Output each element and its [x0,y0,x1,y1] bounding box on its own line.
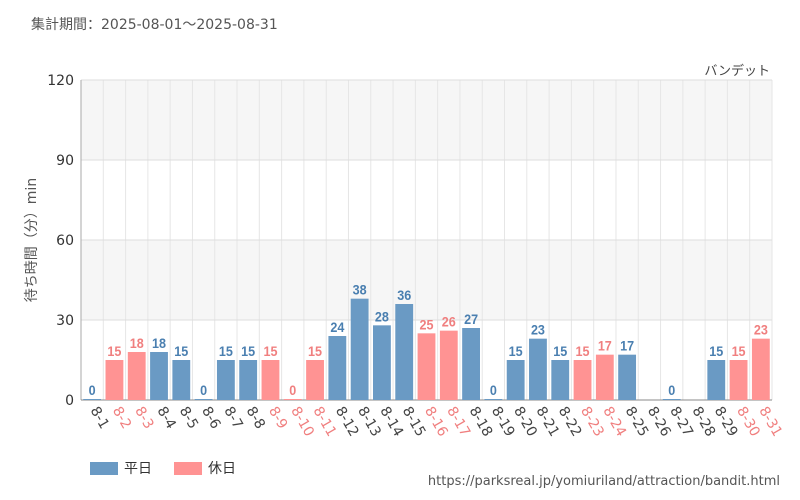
bar-value-label: 15 [241,343,255,359]
bar-value-label: 15 [263,343,277,359]
attraction-name: バンデット [704,64,770,79]
bar-value-label: 15 [308,343,322,359]
bar-value-label: 0 [490,382,497,398]
bar-8-18 [462,328,480,400]
bar-8-23 [573,360,592,400]
bar-8-31 [751,338,770,400]
x-tick-label: 8-9 [265,404,290,432]
bar-8-19 [484,399,503,400]
legend-swatch-holiday [174,461,202,475]
bar-8-16 [417,333,436,400]
bar-value-label: 28 [375,308,389,324]
y-tick-label: 120 [47,73,74,89]
bar-8-8 [239,360,258,400]
bar-value-label: 15 [219,343,233,359]
bar-value-label: 15 [553,343,567,359]
collection-period: 集計期間：2025-08-01～2025-08-31 [31,17,278,33]
bar-8-17 [439,330,458,400]
x-tick-label: 8-3 [131,404,156,432]
bar-value-label: 0 [200,382,207,398]
bar-8-29 [707,360,726,400]
bar-value-label: 15 [509,343,523,359]
legend-item-weekday[interactable]: 平日 [90,458,152,478]
y-tick-label: 0 [65,393,74,409]
bar-8-12 [328,336,347,400]
x-tick-label: 8-1 [87,404,112,432]
bar-8-1 [83,399,102,400]
legend-label-holiday: 休日 [208,461,236,477]
bar-value-label: 36 [397,287,411,303]
bar-8-14 [373,325,391,400]
bar-8-2 [105,360,124,400]
bar-value-label: 27 [464,311,478,327]
bar-value-label: 15 [107,343,121,359]
bar-value-label: 15 [174,343,188,359]
legend-item-holiday[interactable]: 休日 [174,458,236,478]
bar-8-10 [283,399,302,400]
bar-8-21 [529,338,547,400]
y-tick-label: 60 [56,233,74,249]
bar-8-25 [618,354,637,400]
bar-8-4 [150,352,168,400]
plot-band [81,80,772,160]
bar-value-label: 15 [576,343,590,359]
bar-8-9 [261,360,280,400]
legend-swatch-weekday [90,461,118,475]
bar-value-label: 15 [732,343,746,359]
bar-value-label: 17 [598,338,612,354]
bar-8-7 [216,360,235,400]
x-tick-label: 8-7 [220,404,245,432]
bar-value-label: 0 [668,382,675,398]
bar-8-13 [350,298,369,400]
legend: 平日 休日 [90,458,258,478]
bar-value-label: 38 [353,282,367,298]
bar-8-5 [172,360,191,400]
bar-value-label: 23 [754,322,768,338]
plot-band [81,240,772,320]
bar-value-label: 17 [620,338,634,354]
bar-value-label: 25 [420,316,434,332]
legend-label-weekday: 平日 [124,461,152,477]
y-tick-label: 30 [56,313,74,329]
y-axis-title: 待ち時間（分）min [24,178,40,302]
x-tick-label: 8-2 [109,404,134,432]
bar-8-30 [729,360,748,400]
y-tick-label: 90 [56,153,74,169]
bar-8-20 [506,360,525,400]
bar-8-22 [551,360,570,400]
bar-8-15 [395,304,414,400]
source-url[interactable]: https://parksreal.jp/yomiuriland/attract… [427,474,780,489]
bar-value-label: 18 [130,335,144,351]
bar-value-label: 26 [442,314,456,330]
bar-8-27 [662,399,681,400]
x-tick-label: 8-8 [243,404,268,432]
bar-8-11 [306,360,324,400]
bar-value-label: 24 [330,319,344,335]
bar-8-3 [127,352,146,400]
bar-value-label: 18 [152,335,166,351]
x-tick-label: 8-31 [755,404,785,440]
bar-8-24 [595,354,614,400]
bar-value-label: 0 [89,382,96,398]
bar-8-6 [194,399,213,400]
bar-value-label: 23 [531,322,545,338]
bar-value-label: 15 [709,343,723,359]
x-tick-label: 8-6 [198,404,223,432]
x-tick-label: 8-5 [176,404,201,432]
x-tick-label: 8-4 [154,404,179,432]
bar-value-label: 0 [289,382,296,398]
